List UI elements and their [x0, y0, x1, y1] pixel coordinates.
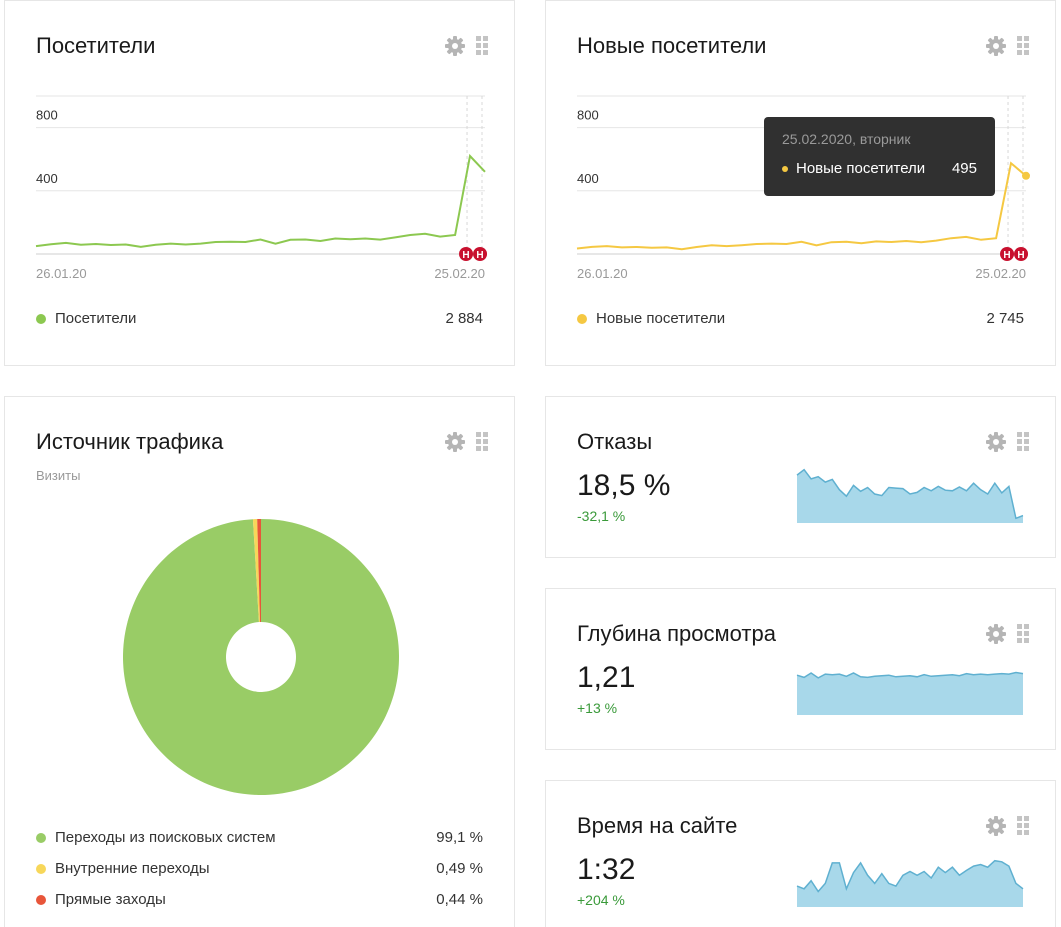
legend-value: 2 745: [986, 310, 1024, 327]
annotation-marker[interactable]: [459, 247, 474, 261]
depth-widget: Глубина просмотра 1,21 +13 %: [545, 588, 1056, 750]
widget-title: Отказы: [577, 429, 653, 454]
drag-handle-icon[interactable]: [1017, 432, 1029, 452]
y-tick-label: 400: [577, 171, 599, 186]
sparkline-line: [796, 468, 1024, 520]
tooltip-date: 25.02.2020, вторник: [782, 131, 911, 147]
widget-tools: [985, 35, 1029, 57]
sparkline-line: [796, 859, 1024, 893]
legend-item: Новые посетители 2 745: [577, 310, 1024, 327]
annotation-marker[interactable]: [1000, 247, 1015, 261]
time-sparkline[interactable]: [796, 845, 1024, 907]
metric-delta: -32,1 %: [577, 508, 626, 524]
tooltip-dot: [782, 165, 788, 172]
traffic-source-widget: Источник трафика Визиты Переходы из поис…: [4, 396, 515, 927]
gear-icon[interactable]: [985, 623, 1007, 645]
bounce-widget: Отказы 18,5 % -32,1 %: [545, 396, 1056, 558]
annotation-marker-label: Н: [1017, 250, 1024, 261]
legend-item: Переходы из поисковых систем 99,1 %: [36, 829, 483, 846]
gear-icon[interactable]: [444, 431, 466, 453]
series-line: [35, 153, 486, 248]
widget-title: Глубина просмотра: [577, 621, 776, 646]
widget-title: Новые посетители: [577, 33, 767, 58]
legend-dot: [36, 832, 46, 843]
tooltip-label: Новые посетители: [796, 160, 926, 177]
y-tick-label: 400: [36, 171, 58, 186]
widget-tools: [444, 431, 488, 453]
sparkline-area: [797, 860, 1023, 907]
sparkline-area: [797, 469, 1023, 523]
legend-value: 0,44 %: [436, 891, 483, 908]
gear-icon[interactable]: [444, 35, 466, 57]
pie-slice[interactable]: [123, 519, 400, 795]
x-tick-label: 25.02.20: [434, 266, 485, 281]
sparkline-area: [797, 672, 1023, 715]
gear-icon[interactable]: [985, 35, 1007, 57]
widget-title: Время на сайте: [577, 813, 738, 838]
legend-label: Прямые заходы: [55, 891, 166, 908]
legend-label: Внутренние переходы: [55, 860, 210, 877]
metric-value: 1,21: [577, 661, 636, 694]
tooltip-row: Новые посетители 495: [782, 160, 977, 177]
metric-delta: +13 %: [577, 700, 618, 716]
drag-handle-icon[interactable]: [476, 36, 488, 56]
legend-label: Переходы из поисковых систем: [55, 829, 276, 846]
visitors-line-chart[interactable]: 800 400 Н Н 26.01.20 25.02.20: [5, 86, 516, 286]
legend-value: 0,49 %: [436, 860, 483, 877]
widget-title: Посетители: [36, 33, 156, 58]
pie-slice[interactable]: [257, 519, 261, 623]
legend-value: 99,1 %: [436, 829, 483, 846]
traffic-pie-chart[interactable]: [5, 507, 516, 807]
x-tick-label: 26.01.20: [577, 266, 628, 281]
widget-tools: [985, 815, 1029, 837]
annotation-marker[interactable]: [1014, 247, 1029, 261]
hover-point: [1022, 171, 1030, 180]
drag-handle-icon[interactable]: [476, 432, 488, 452]
legend-item: Внутренние переходы 0,49 %: [36, 860, 483, 877]
y-tick-label: 800: [36, 108, 58, 123]
legend-dot: [36, 894, 46, 905]
visitors-widget: Посетители 800 400 Н Н 26.01.20 25.02.20 Посе…: [4, 0, 515, 366]
time-widget: Время на сайте 1:32 +204 %: [545, 780, 1056, 927]
gear-icon[interactable]: [985, 815, 1007, 837]
metric-delta: +204 %: [577, 892, 625, 908]
pie-slice[interactable]: [252, 519, 261, 623]
y-tick-label: 800: [577, 108, 599, 123]
legend-dot: [36, 313, 46, 324]
bounce-sparkline[interactable]: [796, 461, 1024, 523]
x-tick-label: 26.01.20: [36, 266, 87, 281]
sparkline-line: [796, 671, 1024, 679]
widget-tools: [985, 431, 1029, 453]
x-tick-label: 25.02.20: [975, 266, 1026, 281]
legend-item: Посетители 2 884: [36, 310, 483, 327]
legend-label: Посетители: [55, 310, 137, 327]
widget-subtitle: Визиты: [36, 468, 81, 483]
tooltip-value: 495: [951, 160, 977, 177]
chart-tooltip: 25.02.2020, вторник Новые посетители 495: [764, 117, 995, 196]
legend-label: Новые посетители: [596, 310, 726, 327]
series-line: [576, 161, 1027, 251]
gear-icon[interactable]: [985, 431, 1007, 453]
annotation-marker[interactable]: [473, 247, 488, 261]
metric-value: 18,5 %: [577, 469, 671, 502]
depth-sparkline[interactable]: [796, 653, 1024, 715]
drag-handle-icon[interactable]: [1017, 816, 1029, 836]
widget-tools: [444, 35, 488, 57]
legend-dot: [36, 863, 46, 874]
annotation-marker-label: Н: [476, 250, 483, 261]
legend-dot: [577, 313, 587, 324]
metric-value: 1:32: [577, 853, 636, 886]
annotation-marker-label: Н: [1003, 250, 1010, 261]
drag-handle-icon[interactable]: [1017, 624, 1029, 644]
drag-handle-icon[interactable]: [1017, 36, 1029, 56]
widget-title: Источник трафика: [36, 429, 224, 454]
annotation-marker-label: Н: [462, 250, 469, 261]
widget-tools: [985, 623, 1029, 645]
legend-item: Прямые заходы 0,44 %: [36, 891, 483, 908]
legend-value: 2 884: [445, 310, 483, 327]
